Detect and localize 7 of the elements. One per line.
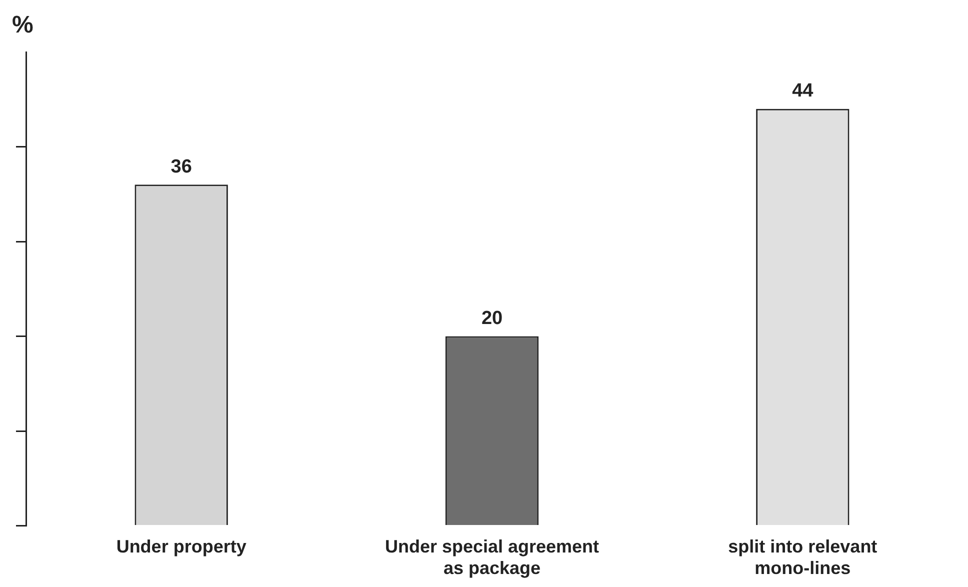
x-tick-label: split into relevant mono-lines xyxy=(728,536,878,578)
y-axis-title: % xyxy=(12,12,34,39)
x-tick-label: Under special agreement as package xyxy=(384,536,600,578)
data-label: 36 xyxy=(170,156,192,178)
data-label: 44 xyxy=(792,80,814,102)
x-tick-label: Under property xyxy=(116,536,246,557)
data-label: 20 xyxy=(481,308,503,330)
